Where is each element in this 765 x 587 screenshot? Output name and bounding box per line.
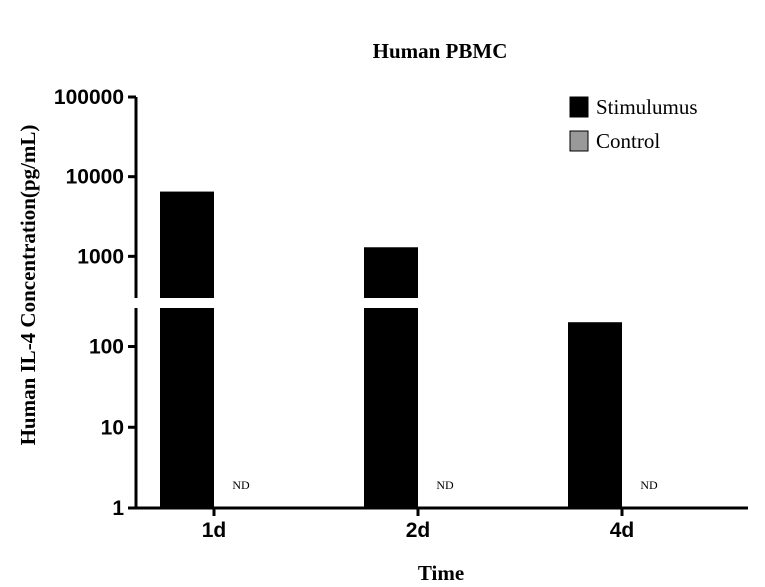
x-tick-label: 4d bbox=[610, 519, 635, 542]
y-tick-label: 1000 bbox=[77, 245, 124, 268]
bar-stimulumus-4d bbox=[568, 322, 622, 508]
bar-stimulumus-1d-upper bbox=[160, 191, 214, 298]
legend-label-control: Control bbox=[596, 129, 660, 153]
y-tick-label: 100000 bbox=[54, 86, 124, 109]
y-tick-label: 10000 bbox=[66, 166, 124, 189]
legend-label-stimulumus: Stimulumus bbox=[596, 95, 698, 119]
bar-stimulumus-2d-upper bbox=[364, 247, 418, 298]
x-tick-label: 2d bbox=[406, 519, 431, 542]
chart-title: Human PBMC bbox=[373, 39, 508, 63]
y-ticks-group: 1 10 100 1000 10000 100000 bbox=[54, 86, 136, 520]
bar-stimulumus-1d-lower bbox=[160, 308, 214, 508]
x-tick-label: 1d bbox=[202, 519, 227, 542]
x-ticks-group: 1d 2d 4d bbox=[202, 508, 635, 542]
nd-label: ND bbox=[640, 478, 658, 492]
bar-stimulumus-2d-lower bbox=[364, 308, 418, 508]
y-tick-label: 1 bbox=[112, 497, 124, 520]
legend-swatch-control bbox=[569, 130, 589, 152]
y-tick-label: 100 bbox=[89, 336, 124, 359]
y-axis-label: Human IL-4 Concentration(pg/mL) bbox=[16, 125, 40, 446]
axes-group bbox=[134, 97, 748, 510]
y-tick-label: 10 bbox=[101, 416, 124, 439]
legend-swatch-stimulumus bbox=[569, 96, 589, 118]
x-axis-label: Time bbox=[418, 561, 464, 585]
bars-group bbox=[160, 191, 622, 508]
legend: Stimulumus Control bbox=[569, 95, 698, 153]
nd-labels-group: ND ND ND bbox=[232, 478, 658, 492]
nd-label: ND bbox=[232, 478, 250, 492]
nd-label: ND bbox=[436, 478, 454, 492]
